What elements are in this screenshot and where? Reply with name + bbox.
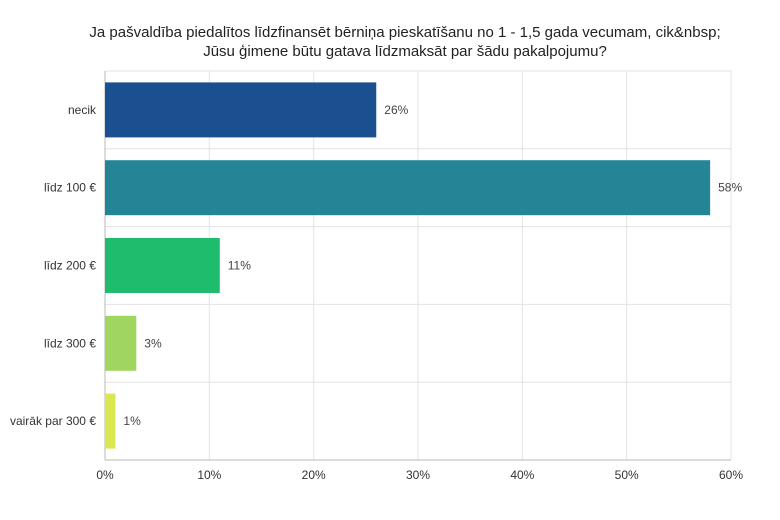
x-tick-label: 0% (96, 468, 114, 482)
category-label: līdz 100 € (44, 181, 96, 195)
data-label: 58% (718, 181, 742, 195)
bar (105, 160, 711, 216)
data-label: 1% (123, 414, 141, 428)
bar (105, 82, 377, 138)
x-tick-label: 60% (719, 468, 743, 482)
chart-title: Ja pašvaldība piedalītos līdzfinansēt bē… (89, 24, 720, 60)
data-label: 11% (228, 259, 251, 273)
bar (105, 238, 220, 293)
x-tick-label: 50% (615, 468, 639, 482)
category-label: necik (68, 103, 97, 117)
bars (105, 82, 711, 449)
x-tick-label: 20% (302, 468, 326, 482)
category-label: līdz 200 € (44, 259, 96, 273)
category-label: vairāk par 300 € (10, 414, 96, 428)
x-tick-label: 10% (197, 468, 221, 482)
chart-title-line-2: Jūsu ģimene būtu gatava līdzmaksāt par š… (203, 43, 607, 60)
data-label: 26% (384, 103, 408, 117)
bar (105, 315, 137, 371)
x-tick-label: 30% (406, 468, 430, 482)
data-label: 3% (144, 336, 162, 350)
chart-title-line-1: Ja pašvaldība piedalītos līdzfinansēt bē… (89, 24, 720, 41)
labels: 0% 10% 20% 30% 40% 50% 60% necik 26% līdz 100 € 58… (10, 103, 743, 482)
bar (105, 393, 116, 449)
category-label: līdz 300 € (44, 336, 96, 350)
x-tick-label: 40% (510, 468, 534, 482)
